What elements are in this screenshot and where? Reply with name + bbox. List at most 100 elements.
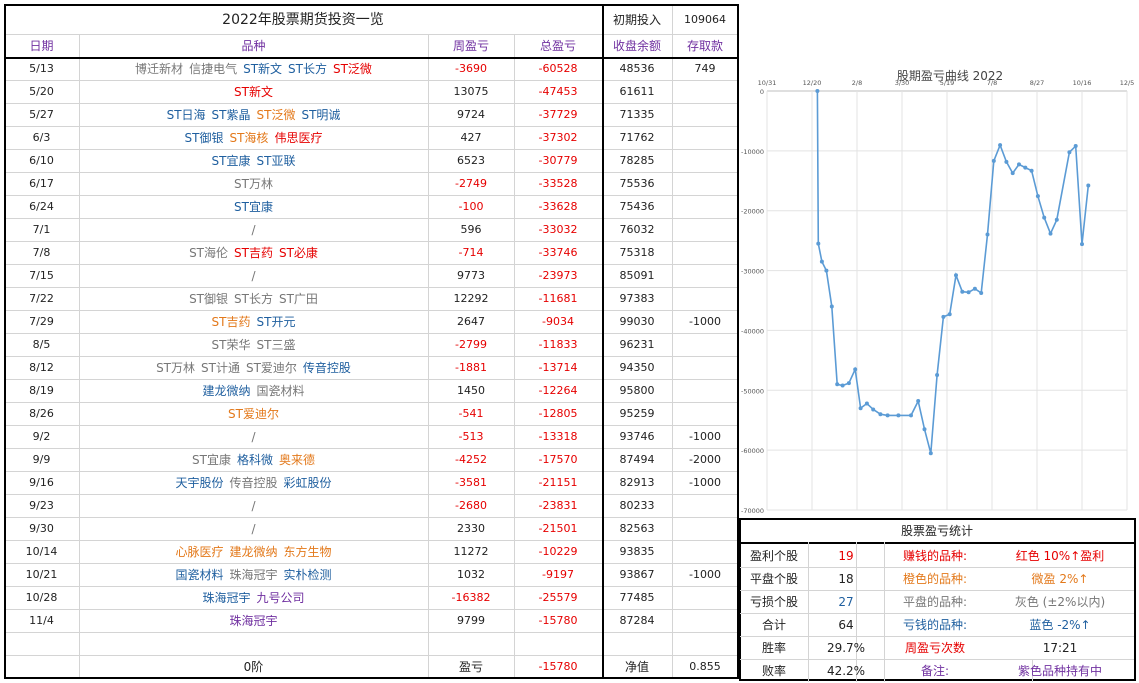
row-date: 5/27	[29, 108, 54, 121]
stock-name: 东方生物	[283, 545, 332, 559]
legend-desc: 灰色 (±2%以内)	[1014, 595, 1106, 609]
column-header: 周盈亏	[452, 39, 489, 53]
legend-desc: 蓝色 -2%↑	[1029, 618, 1091, 632]
row-weekly-pnl: 9773	[457, 269, 485, 282]
row-total-pnl: -33746	[538, 246, 578, 259]
row-divider	[4, 34, 738, 35]
data-point	[998, 143, 1003, 148]
stats-divider	[884, 542, 885, 682]
stats-divider	[740, 659, 1134, 660]
stats-divider	[1032, 659, 1033, 682]
row-weekly-pnl: -513	[458, 430, 484, 443]
row-items: 国瓷材料 珠海冠宇 实朴检测	[79, 563, 428, 586]
stock-name: 建龙微纳	[229, 545, 278, 559]
row-deposit	[672, 517, 738, 540]
row-weekly-pnl: 2647	[457, 315, 485, 328]
col-divider	[428, 34, 429, 678]
stock-name: ST明诚	[301, 108, 341, 122]
stock-name: ST宜康	[211, 154, 251, 168]
y-tick-label: -50000	[741, 387, 764, 395]
row-items: ST日海 ST紫晶 ST泛微 ST明诚	[79, 103, 428, 126]
row-date: 6/3	[32, 131, 51, 144]
y-tick-label: 0	[760, 88, 764, 96]
stock-name: ST御银	[184, 131, 224, 145]
data-point	[878, 412, 883, 417]
row-date: 7/22	[29, 292, 54, 305]
row-deposit: -1000	[689, 476, 721, 489]
row-deposit	[672, 356, 738, 379]
data-point	[864, 401, 869, 406]
row-total-pnl: -9197	[542, 568, 574, 581]
row-total-pnl: -10229	[538, 545, 578, 558]
row-balance: 82563	[619, 522, 655, 535]
row-items: ST荣华 ST三盛	[79, 333, 428, 356]
stock-name: 珠海冠宇	[229, 614, 278, 628]
data-point	[819, 259, 824, 264]
stock-name: 奥来德	[278, 453, 315, 467]
row-weekly-pnl: 12292	[453, 292, 489, 305]
row-items: 建龙微纳 国瓷材料	[79, 379, 428, 402]
legend-label: 橙色的品种:	[902, 572, 968, 586]
stock-name: ST吉药	[211, 315, 251, 329]
row-total-pnl: -23831	[538, 499, 578, 512]
stats-divider	[740, 613, 1134, 614]
x-tick-label: 7/8	[987, 79, 997, 87]
stock-name: ST亚联	[256, 154, 296, 168]
row-balance: 77485	[619, 591, 655, 604]
row-deposit: 749	[694, 62, 716, 75]
row-date: 9/9	[32, 453, 51, 466]
row-deposit	[672, 402, 738, 425]
row-divider	[4, 632, 738, 633]
row-balance: 93835	[619, 545, 655, 558]
row-balance: 95800	[619, 384, 655, 397]
y-tick-label: -40000	[741, 327, 764, 335]
stock-name: 实朴检测	[283, 568, 332, 582]
row-weekly-pnl: -3690	[455, 62, 487, 75]
row-date: 8/26	[29, 407, 54, 420]
row-weekly-pnl: 427	[460, 131, 482, 144]
row-divider	[4, 126, 738, 127]
column-header: 日期	[29, 39, 54, 53]
data-point	[846, 381, 851, 386]
stock-name: ST荣华	[211, 338, 251, 352]
stats-divider	[740, 567, 1134, 568]
row-weekly-pnl: -100	[458, 200, 484, 213]
column-header: 总盈亏	[539, 39, 576, 53]
row-balance: 48536	[619, 62, 655, 75]
column-header: 存取款	[686, 39, 723, 53]
stats-border	[739, 679, 1135, 681]
stock-name: 九号公司	[256, 591, 305, 605]
data-point	[816, 241, 821, 246]
row-items: /	[79, 425, 428, 448]
row-divider	[4, 103, 738, 104]
row-date: 5/13	[29, 62, 54, 75]
stats-label: 合计	[761, 618, 786, 632]
data-point	[954, 273, 958, 278]
row-total-pnl: -60528	[538, 62, 578, 75]
data-point	[979, 290, 984, 295]
row-balance: 82913	[619, 476, 655, 489]
stock-name: ST新文	[243, 62, 283, 76]
row-deposit: -1000	[689, 430, 721, 443]
stock-name: /	[251, 268, 256, 283]
data-point	[1010, 171, 1015, 176]
lose-rate-label: 败率	[761, 664, 786, 678]
x-tick-label: 10/16	[1073, 79, 1092, 87]
footer-pnl-value: -15780	[538, 660, 578, 673]
row-deposit	[672, 494, 738, 517]
row-date: 6/24	[29, 200, 54, 213]
row-weekly-pnl: -541	[458, 407, 484, 420]
row-weekly-pnl: -3581	[455, 476, 487, 489]
row-balance: 75318	[619, 246, 655, 259]
legend-desc: 红色 10%↑盈利	[1015, 549, 1105, 563]
stats-label: 盈利个股	[749, 549, 798, 563]
row-weekly-pnl: -714	[458, 246, 484, 259]
column-header: 品种	[241, 39, 266, 53]
row-date: 8/19	[29, 384, 54, 397]
row-weekly-pnl: 13075	[453, 85, 489, 98]
stock-name: ST泛微	[256, 108, 296, 122]
row-items: ST宜康	[79, 195, 428, 218]
row-divider	[4, 655, 738, 656]
row-total-pnl: -12805	[538, 407, 578, 420]
row-date: 7/8	[32, 246, 51, 259]
